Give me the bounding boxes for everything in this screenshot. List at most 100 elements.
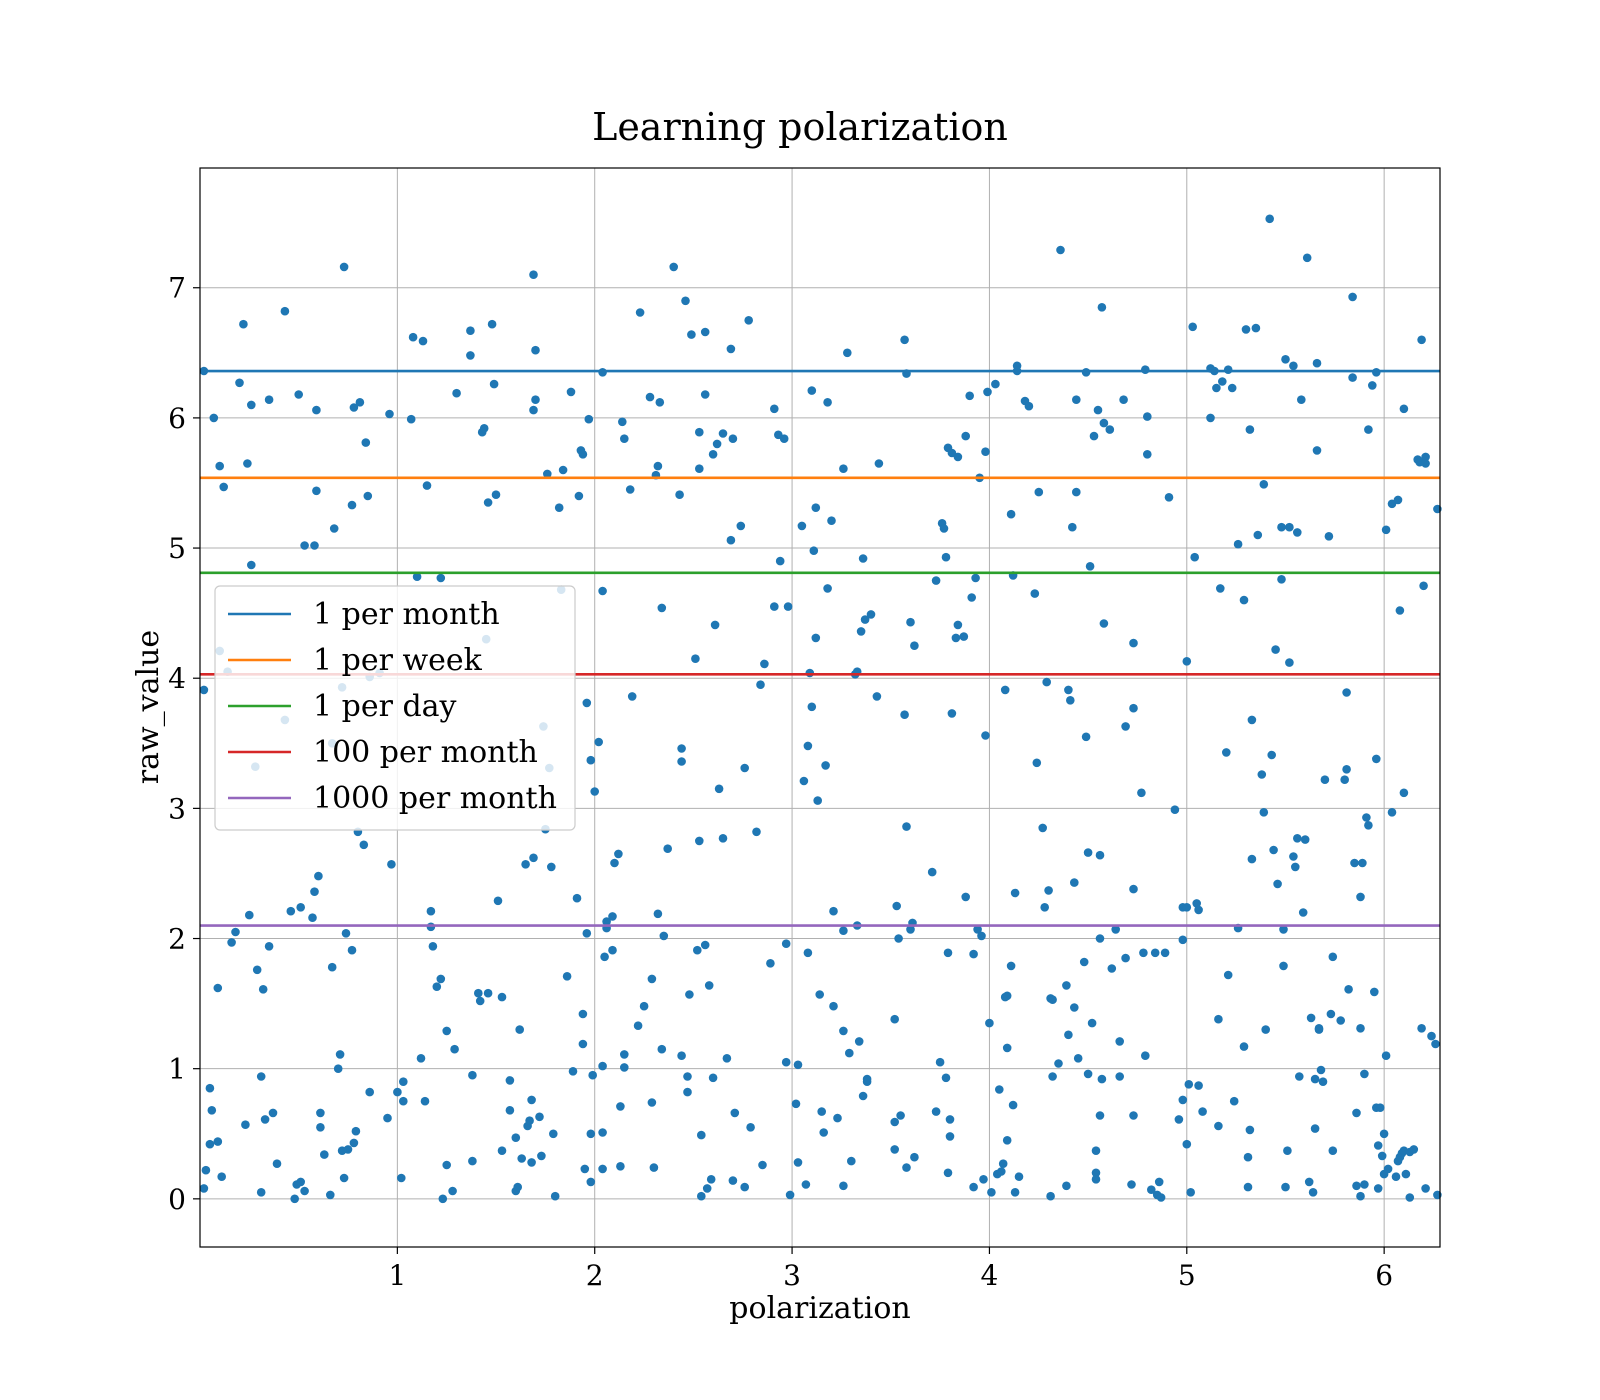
- data-point: [258, 985, 268, 994]
- data-point: [1417, 335, 1426, 345]
- data-point: [862, 1074, 872, 1084]
- data-point: [655, 398, 665, 407]
- x-tick-label: 5: [1178, 1259, 1196, 1292]
- data-point: [406, 414, 416, 424]
- data-point: [256, 1188, 266, 1197]
- y-tick-label: 6: [168, 402, 186, 435]
- data-point: [1259, 808, 1269, 817]
- data-point: [209, 413, 219, 423]
- data-point: [363, 491, 373, 501]
- data-point: [708, 450, 718, 459]
- data-point: [531, 395, 540, 405]
- data-point: [1379, 1129, 1389, 1139]
- data-point: [1198, 1107, 1207, 1116]
- data-point: [1370, 987, 1379, 997]
- data-point: [513, 1182, 522, 1192]
- data-point: [296, 1177, 306, 1187]
- data-point: [910, 1152, 919, 1162]
- data-point: [505, 1076, 515, 1085]
- data-point: [1409, 1145, 1419, 1154]
- data-point: [708, 1073, 718, 1083]
- data-point: [1269, 845, 1278, 855]
- data-point: [627, 692, 637, 701]
- data-point: [598, 1164, 607, 1174]
- data-point: [799, 776, 809, 786]
- data-point: [1178, 935, 1188, 945]
- data-point: [1093, 405, 1103, 415]
- data-point: [983, 387, 992, 397]
- data-point: [339, 262, 349, 272]
- data-point: [578, 1009, 588, 1019]
- data-point: [807, 386, 817, 395]
- data-point: [525, 1116, 534, 1125]
- data-point: [1002, 991, 1012, 1001]
- data-point: [1421, 1184, 1430, 1193]
- data-point: [675, 490, 684, 500]
- data-point: [1356, 1191, 1365, 1201]
- data-point: [714, 784, 724, 794]
- data-point: [393, 1087, 402, 1097]
- data-point: [1383, 1164, 1393, 1174]
- data-point: [971, 573, 980, 583]
- data-point: [1030, 589, 1040, 598]
- data-point: [1141, 365, 1150, 375]
- data-point: [823, 584, 832, 593]
- data-point: [231, 927, 240, 937]
- data-point: [1194, 905, 1203, 915]
- data-point: [420, 1096, 430, 1106]
- data-point: [1356, 1024, 1365, 1033]
- data-point: [1362, 813, 1371, 822]
- data-point: [294, 390, 304, 399]
- data-point: [945, 1132, 955, 1141]
- data-point: [730, 1108, 740, 1118]
- data-point: [931, 1107, 941, 1116]
- data-point: [1143, 450, 1152, 459]
- data-point: [1318, 1077, 1328, 1086]
- data-point: [653, 461, 663, 471]
- data-point: [1111, 925, 1120, 934]
- data-point: [365, 1087, 375, 1097]
- data-point: [1186, 1188, 1195, 1197]
- data-point: [1227, 383, 1237, 393]
- data-point: [1068, 522, 1077, 532]
- data-point: [736, 521, 746, 531]
- data-point: [683, 1087, 692, 1097]
- data-point: [558, 465, 568, 475]
- data-point: [1073, 1054, 1083, 1063]
- data-point: [1267, 750, 1276, 760]
- data-point: [312, 405, 321, 415]
- data-point: [300, 1186, 309, 1196]
- data-point: [1326, 1009, 1336, 1019]
- data-point: [329, 524, 339, 533]
- data-point: [1381, 1051, 1391, 1060]
- data-point: [677, 1051, 686, 1060]
- data-point: [941, 1073, 951, 1083]
- data-point: [1427, 1031, 1436, 1041]
- data-point: [1285, 658, 1294, 667]
- data-point: [1214, 1014, 1223, 1024]
- data-point: [580, 1164, 590, 1174]
- data-point: [1147, 1185, 1156, 1194]
- data-point: [1417, 1024, 1426, 1033]
- data-point: [264, 942, 274, 951]
- data-point: [616, 1102, 625, 1111]
- data-point: [308, 913, 317, 922]
- data-point: [1115, 1037, 1124, 1046]
- data-point: [657, 603, 667, 613]
- data-point: [310, 887, 319, 896]
- data-point: [829, 1001, 838, 1011]
- data-point: [781, 1057, 791, 1067]
- data-point: [815, 990, 824, 999]
- y-tick-label: 3: [168, 792, 186, 825]
- data-point: [1066, 696, 1075, 705]
- data-point: [807, 702, 817, 712]
- data-point: [1091, 1168, 1101, 1178]
- data-point: [349, 403, 359, 412]
- data-point: [1095, 850, 1105, 860]
- data-point: [927, 867, 937, 877]
- data-point: [1042, 677, 1051, 687]
- data-point: [1314, 1024, 1324, 1033]
- data-point: [945, 1115, 955, 1124]
- data-point: [827, 516, 836, 525]
